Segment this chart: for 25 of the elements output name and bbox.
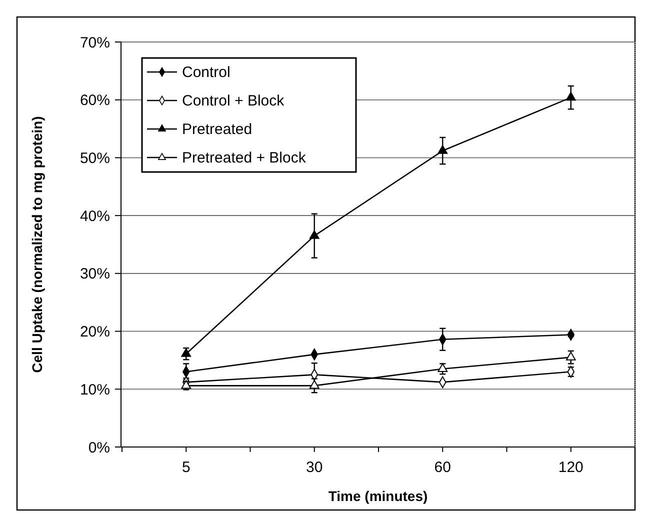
y-tick-label: 40% [80, 208, 110, 225]
point [566, 92, 576, 101]
y-tick-label: 0% [88, 439, 110, 456]
point [309, 380, 320, 389]
x-tick-label: 60 [434, 459, 451, 476]
y-tick-label: 50% [80, 150, 110, 167]
point [438, 363, 448, 372]
point [181, 348, 192, 357]
legend-label: Pretreated + Block [182, 150, 306, 166]
x-axis-title: Time (minutes) [328, 488, 428, 504]
legend-label: Control + Block [182, 92, 285, 110]
x-tick-label: 30 [306, 459, 323, 476]
y-tick-label: 60% [80, 92, 110, 110]
point [566, 352, 576, 360]
x-tick-label: 120 [558, 459, 584, 476]
point [309, 230, 320, 239]
y-tick-label: 30% [80, 266, 110, 283]
y-tick-label: 70% [80, 34, 110, 52]
legend-label: Pretreated [182, 121, 252, 138]
legend-label: Control [182, 64, 230, 81]
x-tick-label: 5 [182, 459, 190, 476]
y-tick-label: 20% [80, 324, 110, 341]
y-axis-title: Cell Uptake (normalized to mg protein) [29, 116, 45, 373]
point [438, 145, 448, 154]
y-tick-label: 10% [80, 381, 110, 398]
